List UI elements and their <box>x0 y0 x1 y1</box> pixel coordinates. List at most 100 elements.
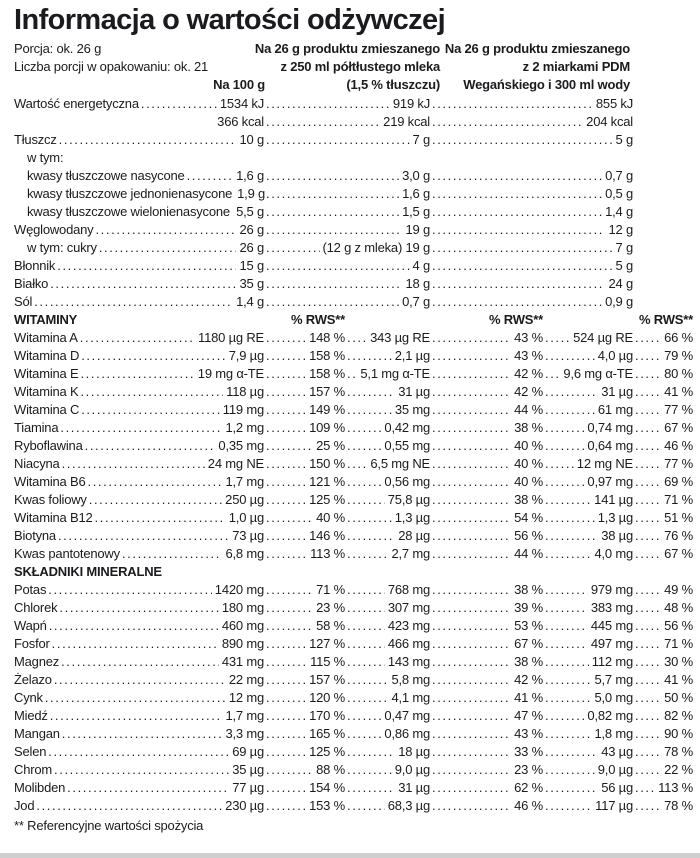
dot-leader <box>347 653 385 671</box>
dot-leader <box>62 455 205 473</box>
value-with-milk: 2,7 mg <box>391 546 430 561</box>
spacer <box>633 95 693 113</box>
dot-leader <box>60 419 222 437</box>
column-header-milk: Na 26 g produktu zmieszanego z 250 ml pó… <box>255 40 440 94</box>
table-row: Witamina B6 1,7 mg 121 % 0,56 mg 40 % 0,97 mg… <box>14 473 693 491</box>
value-per-100g: 1,9 g <box>237 186 266 201</box>
value-per-100g: 890 mg <box>221 636 264 651</box>
value-with-milk-cell: 18 µg <box>345 743 430 761</box>
rws-vegan: 49 % <box>664 582 693 597</box>
row-label-cell: Potas 1420 mg <box>14 581 264 599</box>
row-label-cell: Miedź 1,7 mg <box>14 707 264 725</box>
dot-leader <box>635 347 661 365</box>
value-vegan: 9,0 µg <box>597 762 633 777</box>
dot-leader <box>635 671 661 689</box>
rws-per-100g: 149 % <box>309 402 345 417</box>
rws-with-milk-cell: 54 % <box>430 509 543 527</box>
value-per-100g: 0,35 mg <box>218 438 264 453</box>
rws-with-milk-cell: 56 % <box>430 527 543 545</box>
rws-per-100g-cell: 125 % <box>264 743 345 761</box>
rws-vegan-cell: 46 % <box>633 437 693 455</box>
dot-leader <box>432 347 511 365</box>
rws-with-milk-cell: 40 % <box>430 455 543 473</box>
dot-leader <box>48 743 229 761</box>
rws-per-100g-cell: 58 % <box>264 617 345 635</box>
rws-vegan: 41 % <box>664 384 693 399</box>
dot-leader <box>266 275 402 293</box>
dot-leader <box>347 401 392 419</box>
row-label: Niacyna <box>14 456 60 471</box>
dot-leader <box>59 599 218 617</box>
value-with-milk-cell: 466 mg <box>345 635 430 653</box>
rws-vegan: 113 % <box>658 780 693 795</box>
servings-per-pack: Liczba porcji w opakowaniu: ok. 21 <box>14 59 209 74</box>
value-per-100g: 22 mg <box>228 672 264 687</box>
row-label: w tym: <box>27 150 64 165</box>
rws-per-100g: 146 % <box>309 528 345 543</box>
dot-leader <box>266 509 313 527</box>
rws-vegan-cell: 78 % <box>633 797 693 815</box>
value-vegan: 5 g <box>615 132 634 147</box>
dot-leader <box>432 455 511 473</box>
rws-per-100g: 121 % <box>309 474 345 489</box>
value-vegan-cell: 56 µg <box>543 779 633 797</box>
row-label: Wartość energetyczna <box>14 96 139 111</box>
table-header: Porcja: ok. 26 g Liczba porcji w opakowa… <box>14 36 693 95</box>
value-vegan: 61 mg <box>597 402 633 417</box>
value-per-100g: 15 g <box>239 258 264 273</box>
row-label-cell: Wartość energetyczna 1534 kJ <box>14 95 264 113</box>
dot-leader <box>266 293 399 311</box>
row-label-cell: Selen 69 µg <box>14 743 264 761</box>
dot-leader <box>266 545 307 563</box>
rws-vegan-cell: 80 % <box>633 365 693 383</box>
row-label-cell: Kwas pantotenowy 6,8 mg <box>14 545 264 563</box>
dot-leader <box>635 509 661 527</box>
rws-with-milk: 40 % <box>514 438 543 453</box>
value-vegan: 979 mg <box>590 582 633 597</box>
value-with-milk: 68,3 µg <box>387 798 430 813</box>
dot-leader <box>432 95 593 113</box>
dot-leader <box>266 527 306 545</box>
dot-leader <box>80 365 194 383</box>
dot-leader <box>545 635 588 653</box>
rws-with-milk: 46 % <box>514 798 543 813</box>
rws-with-milk-cell: 40 % <box>430 473 543 491</box>
value-with-milk: 28 µg <box>398 528 430 543</box>
value-with-milk: 1,5 g <box>402 204 430 219</box>
value-with-milk-cell: 768 mg <box>345 581 430 599</box>
dot-leader <box>635 797 661 815</box>
rws-vegan: 79 % <box>664 348 693 363</box>
value-vegan: 4,0 µg <box>597 348 633 363</box>
spacer <box>633 203 693 221</box>
rws-with-milk: 67 % <box>514 636 543 651</box>
dot-leader <box>545 347 595 365</box>
table-row: Potas 1420 mg 71 % 768 mg 38 % 979 mg 49 % <box>14 581 693 599</box>
value-vegan-cell: 204 kcal <box>430 113 633 131</box>
value-with-milk: 919 kJ <box>392 96 430 111</box>
value-vegan: 117 µg <box>595 798 633 813</box>
footnote: ** Referencyjne wartości spożycia <box>14 818 204 833</box>
value-vegan-cell: 383 mg <box>543 599 633 617</box>
table-row: kwasy tłuszczowe nasycone 1,6 g 3,0 g 0,7 g <box>14 167 693 185</box>
rws-per-100g: 71 % <box>316 582 345 597</box>
column-header-vegan-line2: z 2 miarkami PDM <box>522 59 631 74</box>
dot-leader <box>545 725 591 743</box>
rws-vegan: 48 % <box>664 600 693 615</box>
rws-vegan: 30 % <box>664 654 693 669</box>
value-vegan: 56 µg <box>601 780 633 795</box>
rws-with-milk: 42 % <box>514 366 543 381</box>
dot-leader <box>545 383 598 401</box>
rws-vegan-cell: 71 % <box>633 635 693 653</box>
value-vegan-cell: 0,5 g <box>430 185 633 203</box>
rws-with-milk-cell: 38 % <box>430 581 543 599</box>
value-with-milk-cell: 75,8 µg <box>345 491 430 509</box>
dot-leader <box>266 239 320 257</box>
value-vegan: 7 g <box>615 240 634 255</box>
table-row: Żelazo 22 mg 157 % 5,8 mg 42 % 5,7 mg 41 % <box>14 671 693 689</box>
column-header-vegan-line1: Na 26 g produktu zmieszanego <box>444 41 630 56</box>
rws-column-header: % RWS** <box>489 312 543 327</box>
dot-leader <box>635 725 661 743</box>
dot-leader <box>347 599 385 617</box>
row-label-cell: kwasy tłuszczowe nasycone 1,6 g <box>14 167 264 185</box>
dot-leader <box>266 581 313 599</box>
